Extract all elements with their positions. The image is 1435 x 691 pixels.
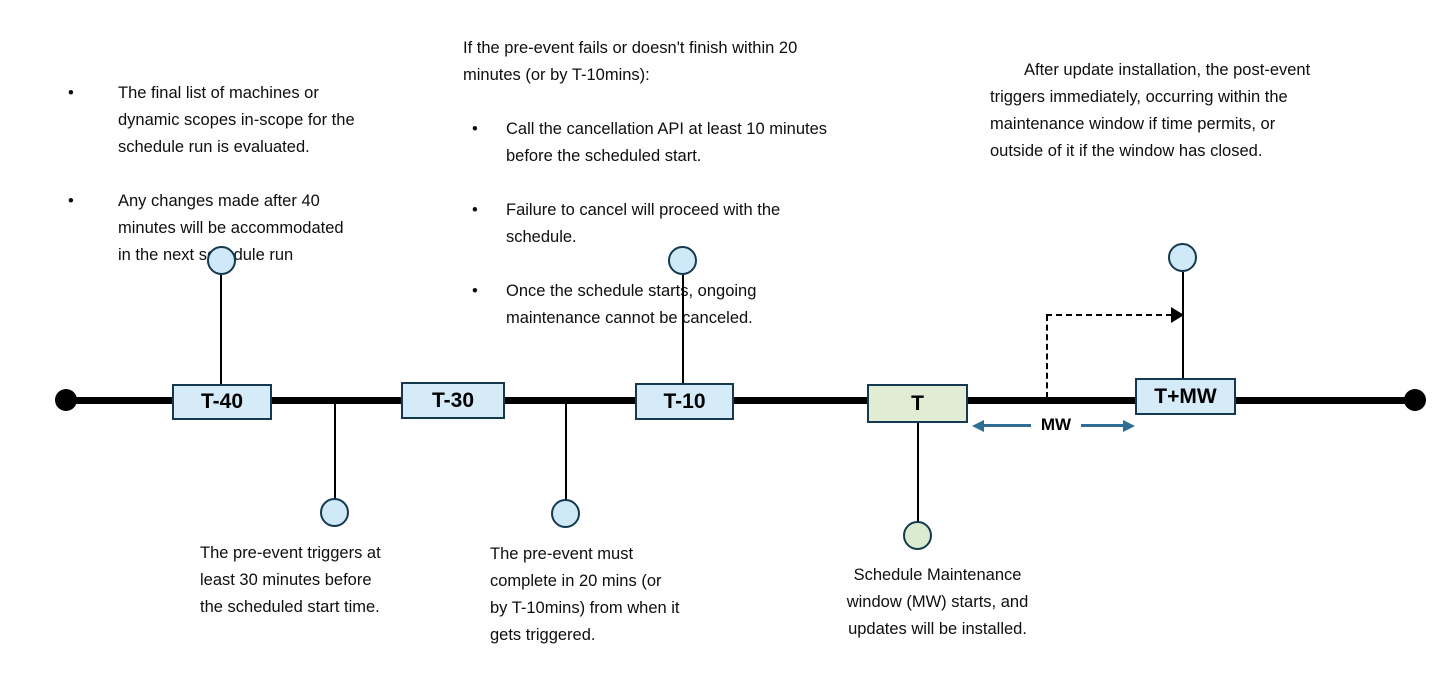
bullet-icon: • xyxy=(472,201,478,219)
mw-arrowhead-left-icon xyxy=(972,420,984,432)
bullet-item: • Call the cancellation API at least 10 … xyxy=(463,116,923,170)
bullet-item: • Failure to cancel will proceed with th… xyxy=(463,197,923,251)
mw-arrowhead-right-icon xyxy=(1123,420,1135,432)
event-circle-tmw xyxy=(1168,243,1197,272)
note-post-event: After update installation, the post-even… xyxy=(990,61,1311,160)
milestone-box-t10: T-10 xyxy=(635,383,734,420)
mw-arrow-line-left xyxy=(984,424,1031,427)
note-pre-event-failure: If the pre-event fails or doesn't finish… xyxy=(463,8,923,359)
stem-maintenance-start xyxy=(917,422,919,522)
note-pre-event-complete: The pre-event must complete in 20 mins (… xyxy=(490,545,680,644)
stem-t10-top xyxy=(682,275,684,383)
bullet-text: Any changes made after 40 minutes will b… xyxy=(118,192,344,264)
event-circle-maintenance-start xyxy=(903,521,932,550)
bullet-text: Call the cancellation API at least 10 mi… xyxy=(506,120,828,165)
milestone-label: T xyxy=(911,391,924,415)
timeline-line xyxy=(66,397,1416,404)
bullet-text: The final list of machines or dynamic sc… xyxy=(118,84,355,156)
bullet-text: Once the schedule starts, ongoing mainte… xyxy=(506,282,757,327)
mw-label: MW xyxy=(1040,415,1072,434)
bullet-icon: • xyxy=(472,282,478,300)
milestone-label: T+MW xyxy=(1154,384,1217,408)
stem-pre-event-complete xyxy=(565,403,567,500)
bullet-item: • The final list of machines or dynamic … xyxy=(68,80,448,161)
stem-tmw-top xyxy=(1182,272,1184,378)
dashed-connector-vertical xyxy=(1046,315,1048,398)
dashed-connector-horizontal xyxy=(1046,314,1172,316)
bullet-item: • Any changes made after 40 minutes will… xyxy=(68,188,448,269)
event-circle-pre-event-complete xyxy=(551,499,580,528)
note-maintenance-window-start: Schedule Maintenance window (MW) starts,… xyxy=(846,566,1029,638)
timeline-start-dot xyxy=(55,389,77,411)
bullet-item: • Once the schedule starts, ongoing main… xyxy=(463,278,923,332)
milestone-label: T-40 xyxy=(200,390,244,413)
dashed-arrowhead-icon xyxy=(1171,307,1184,323)
stem-pre-event-trigger xyxy=(334,403,336,499)
note-scope-evaluation: • The final list of machines or dynamic … xyxy=(68,53,448,296)
event-circle-t10 xyxy=(668,246,697,275)
milestone-box-t: T xyxy=(867,384,968,423)
event-circle-t40 xyxy=(207,246,236,275)
bullet-icon: • xyxy=(68,192,74,210)
mw-arrow-line-right xyxy=(1081,424,1123,427)
milestone-label: T-30 xyxy=(431,388,475,412)
milestone-box-t40: T-40 xyxy=(172,384,272,420)
milestone-label: T-10 xyxy=(663,389,706,413)
milestone-box-t30: T-30 xyxy=(401,382,505,419)
note-pre-event-trigger: The pre-event triggers at least 30 minut… xyxy=(200,544,381,616)
timeline-end-dot xyxy=(1404,389,1426,411)
note-intro: If the pre-event fails or doesn't finish… xyxy=(463,39,798,84)
stem-t40-top xyxy=(220,275,222,384)
milestone-box-tmw: T+MW xyxy=(1135,378,1236,415)
bullet-icon: • xyxy=(472,120,478,138)
bullet-text: Failure to cancel will proceed with the … xyxy=(506,201,781,246)
event-circle-pre-event-trigger xyxy=(320,498,349,527)
bullet-icon: • xyxy=(68,84,74,102)
